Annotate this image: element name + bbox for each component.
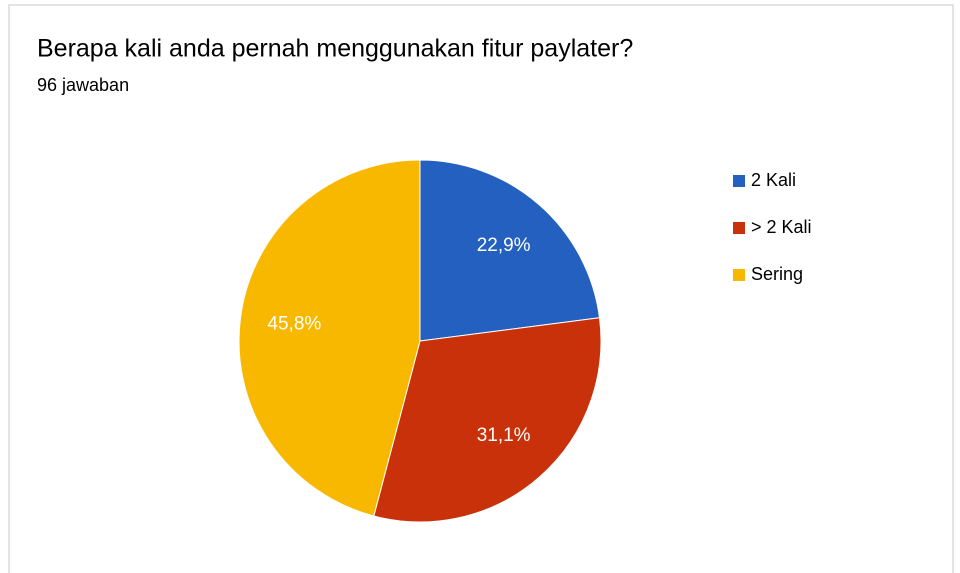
legend-swatch (733, 222, 745, 234)
legend-swatch (733, 269, 745, 281)
pie-slice (373, 317, 602, 523)
chart-frame (8, 4, 954, 573)
slice-label: 31,1% (477, 425, 531, 446)
slice-label: 45,8% (267, 314, 321, 335)
pie-slice (238, 159, 421, 517)
pie-slice (419, 159, 601, 342)
legend-label: 2 Kali (751, 170, 796, 190)
legend-swatch (733, 175, 745, 187)
legend-label: > 2 Kali (751, 217, 812, 237)
chart-subtitle: 96 jawaban (37, 75, 129, 95)
chart-title: Berapa kali anda pernah menggunakan fitu… (37, 35, 633, 63)
legend-label: Sering (751, 264, 803, 284)
slice-label: 22,9% (477, 235, 531, 256)
